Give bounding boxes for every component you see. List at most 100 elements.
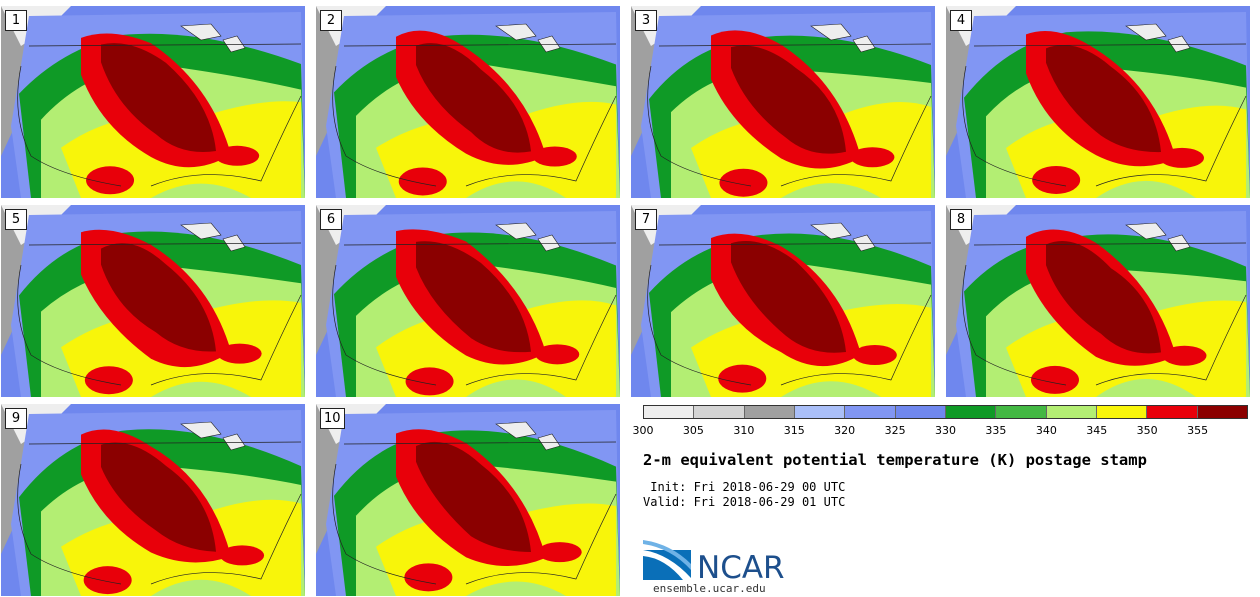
great-lakes <box>495 222 537 240</box>
member-map-8[interactable]: 8 <box>946 205 1250 397</box>
map-2-field <box>316 6 620 198</box>
red-patch <box>718 364 767 393</box>
colorbar-swatch-11 <box>1197 406 1247 418</box>
colorbar-swatch-0 <box>644 406 695 418</box>
colorbar <box>643 405 1248 419</box>
red-patch <box>398 167 447 196</box>
coastline <box>780 95 932 187</box>
gulf-region <box>466 581 566 596</box>
great-lakes <box>852 35 876 53</box>
coastline <box>150 294 302 386</box>
darkred-core <box>101 43 216 153</box>
red-patch <box>1032 165 1081 194</box>
map-1-field <box>1 6 305 198</box>
border-line <box>343 441 617 445</box>
colorbar-tick-label: 345 <box>1086 424 1108 437</box>
great-lakes <box>495 23 537 41</box>
gulf-region <box>781 183 881 198</box>
colorbar-tick-label: 340 <box>1035 424 1057 437</box>
red-patch <box>220 545 265 566</box>
coastline <box>647 264 752 386</box>
red-patch <box>852 345 897 366</box>
gulf-region <box>151 579 251 596</box>
gulf-region <box>151 183 251 198</box>
coastline <box>150 95 302 187</box>
map-3-field <box>631 6 935 198</box>
darkred-core <box>416 441 531 553</box>
member-label-1: 1 <box>5 10 27 31</box>
colorbar-swatch-2 <box>744 406 795 418</box>
darkred-core <box>101 243 216 352</box>
member-label-9: 9 <box>5 408 27 429</box>
init-time: Init: Fri 2018-06-29 00 UTC <box>643 480 846 494</box>
member-label-2: 2 <box>320 10 342 31</box>
map-9-field <box>1 404 305 596</box>
member-label-7: 7 <box>635 209 657 230</box>
border-line <box>28 242 302 246</box>
red-patch <box>217 343 262 364</box>
colorbar-tick-label: 330 <box>935 424 956 437</box>
member-map-4[interactable]: 4 <box>946 6 1250 198</box>
map-7-field <box>631 205 935 397</box>
valid-time: Valid: Fri 2018-06-29 01 UTC <box>643 495 846 509</box>
coastline <box>1095 294 1247 386</box>
great-lakes <box>222 35 246 53</box>
darkred-core <box>101 442 216 552</box>
coastline <box>647 65 752 187</box>
great-lakes <box>1125 222 1167 240</box>
member-map-3[interactable]: 3 <box>631 6 935 198</box>
darkred-core <box>1046 45 1161 153</box>
member-map-5[interactable]: 5 <box>1 205 305 397</box>
red-patch <box>405 367 454 396</box>
red-patch <box>215 145 260 166</box>
product-title: 2-m equivalent potential temperature (K)… <box>643 451 1147 469</box>
red-patch <box>532 146 577 167</box>
member-map-6[interactable]: 6 <box>316 205 620 397</box>
coastline <box>1095 95 1247 187</box>
map-4-field <box>946 6 1250 198</box>
member-map-7[interactable]: 7 <box>631 205 935 397</box>
colorbar-swatch-4 <box>845 406 896 418</box>
ncar-logo: NCAR <box>643 540 785 584</box>
member-label-5: 5 <box>5 209 27 230</box>
coastline <box>780 294 932 386</box>
coastline <box>962 65 1067 187</box>
red-patch <box>1160 147 1205 168</box>
darkred-core <box>731 241 846 353</box>
ncar-logo-text: NCAR <box>697 550 785 584</box>
red-patch <box>1030 365 1079 394</box>
great-lakes <box>810 222 852 240</box>
coastline <box>332 264 437 386</box>
gulf-region <box>466 181 566 198</box>
great-lakes <box>852 234 876 252</box>
colorbar-swatch-7 <box>996 406 1047 418</box>
map-5-field <box>1 205 305 397</box>
colorbar-swatch-5 <box>895 406 946 418</box>
colorbar-tick-label: 310 <box>733 424 755 437</box>
colorbar-swatch-8 <box>1046 406 1097 418</box>
colorbar-tick-label: 320 <box>834 424 856 437</box>
colorbar-tick-label: 325 <box>884 424 906 437</box>
coastline <box>332 463 437 585</box>
gulf-region <box>466 379 566 397</box>
coastline <box>17 65 122 187</box>
great-lakes <box>222 234 246 252</box>
coastline <box>17 264 122 386</box>
red-patch <box>719 168 768 197</box>
member-map-2[interactable]: 2 <box>316 6 620 198</box>
red-patch <box>84 366 133 395</box>
great-lakes <box>537 35 561 53</box>
map-8-field <box>946 205 1250 397</box>
member-map-1[interactable]: 1 <box>1 6 305 198</box>
colorbar-tick-label: 315 <box>783 424 805 437</box>
great-lakes <box>222 433 246 451</box>
great-lakes <box>810 23 852 41</box>
member-map-9[interactable]: 9 <box>1 404 305 596</box>
colorbar-tick-label: 355 <box>1187 424 1209 437</box>
member-map-10[interactable]: 10 <box>316 404 620 596</box>
colorbar-swatch-1 <box>694 406 745 418</box>
border-line <box>973 242 1247 246</box>
darkred-core <box>416 241 531 353</box>
gulf-region <box>151 381 251 397</box>
red-patch <box>86 166 135 195</box>
